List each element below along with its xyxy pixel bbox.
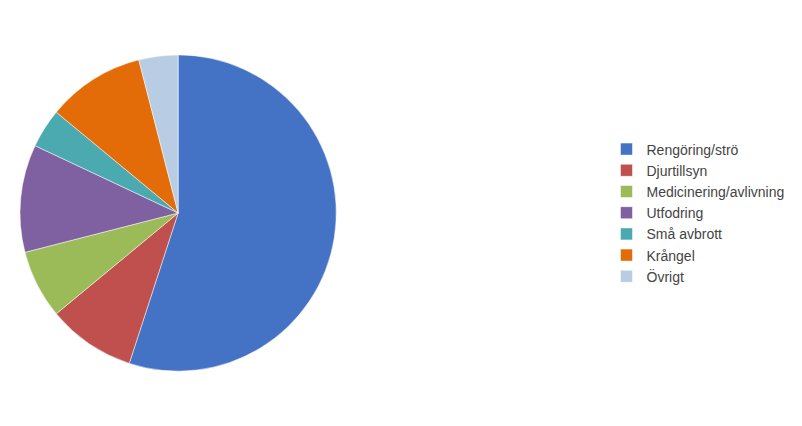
svg-text:Övrigt: Övrigt: [647, 268, 684, 285]
svg-text:Djurtillsyn: Djurtillsyn: [647, 163, 708, 179]
svg-text:Krångel: Krångel: [647, 248, 695, 264]
svg-text:Rengöring/strö: Rengöring/strö: [647, 142, 739, 158]
svg-text:Utfodring: Utfodring: [647, 205, 704, 221]
svg-text:Små avbrott: Små avbrott: [647, 226, 723, 242]
svg-text:Medicinering/avlivning: Medicinering/avlivning: [647, 184, 785, 200]
